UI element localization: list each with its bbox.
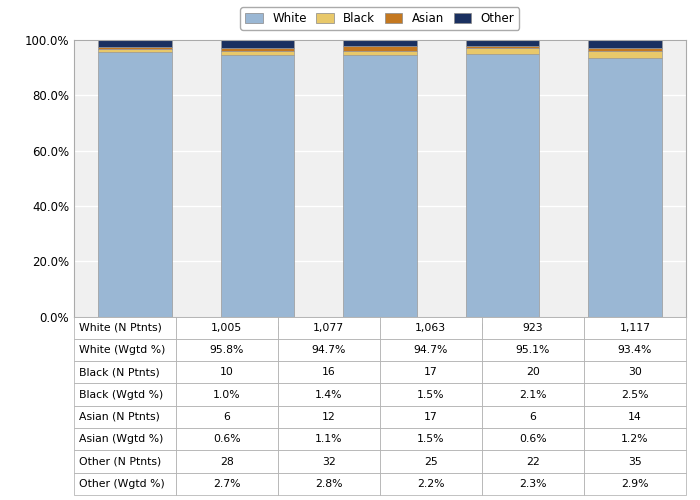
Bar bbox=[98, 40, 172, 47]
Bar bbox=[588, 58, 662, 316]
Bar bbox=[343, 40, 416, 46]
Bar bbox=[466, 46, 539, 48]
Bar bbox=[466, 54, 539, 316]
Bar bbox=[466, 40, 539, 46]
Bar bbox=[343, 50, 416, 54]
Bar bbox=[98, 49, 172, 51]
Bar bbox=[466, 48, 539, 54]
Bar bbox=[343, 46, 416, 50]
Bar bbox=[343, 54, 416, 316]
Bar bbox=[220, 40, 294, 48]
Bar bbox=[98, 52, 172, 316]
Bar bbox=[220, 54, 294, 316]
Bar bbox=[588, 40, 662, 48]
Bar bbox=[588, 52, 662, 59]
Bar bbox=[220, 51, 294, 54]
Legend: White, Black, Asian, Other: White, Black, Asian, Other bbox=[240, 7, 519, 30]
Bar bbox=[220, 48, 294, 51]
Bar bbox=[588, 48, 662, 51]
Bar bbox=[98, 47, 172, 49]
